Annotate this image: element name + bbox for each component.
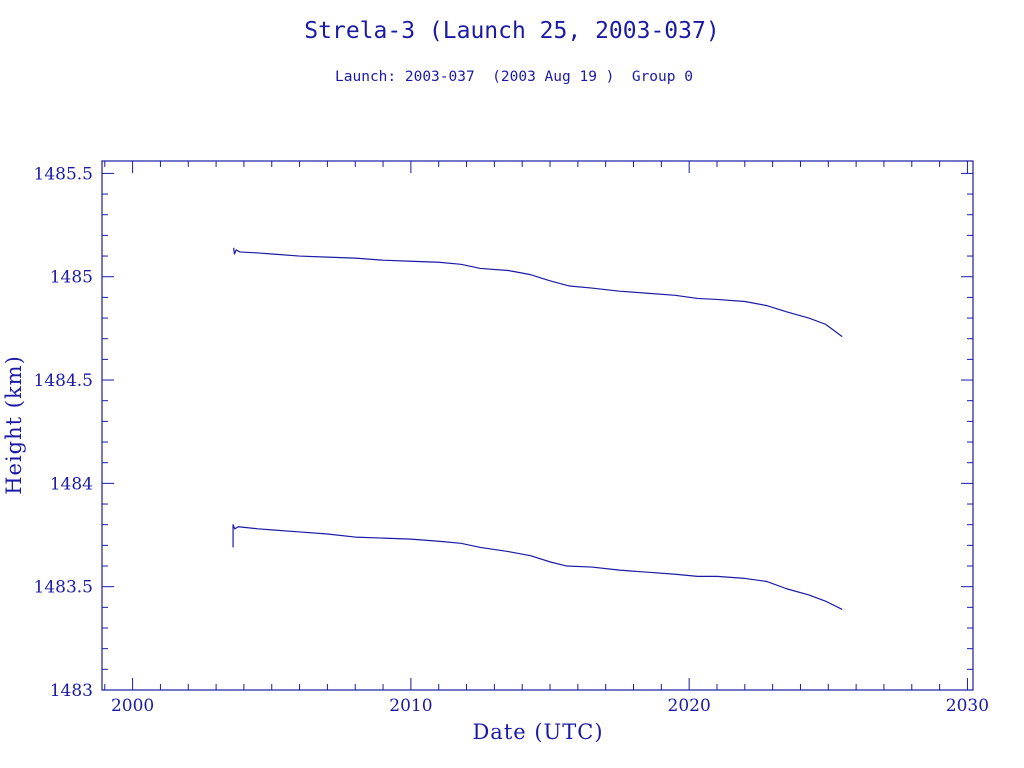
axis-ticks — [102, 161, 973, 691]
series-line-1 — [233, 247, 843, 338]
x-tick-labels: 2000 2010 2020 2030 — [111, 696, 989, 716]
x-tick-label: 2010 — [389, 696, 432, 716]
x-tick-label: 2000 — [111, 696, 154, 716]
chart-subtitle: Launch: 2003-037 (2003 Aug 19 ) Group 0 — [335, 69, 693, 85]
y-tick-label: 1485.5 — [34, 164, 93, 184]
series-lines — [232, 247, 843, 610]
y-tick-label: 1484.5 — [34, 371, 93, 391]
x-tick-label: 2020 — [668, 696, 711, 716]
y-tick-label: 1483.5 — [34, 578, 93, 598]
series-line-2 — [232, 524, 843, 610]
plot-frame — [101, 160, 974, 691]
y-tick-label: 1485 — [50, 268, 93, 288]
x-tick-label: 2030 — [946, 696, 989, 716]
x-axis-label: Date (UTC) — [472, 720, 603, 744]
y-axis-label: Height (km) — [2, 355, 26, 495]
y-tick-labels: 1483 1483.5 1484 1484.5 1485 1485.5 — [34, 164, 93, 701]
y-tick-label: 1484 — [50, 474, 93, 494]
y-tick-label: 1483 — [50, 681, 93, 701]
chart-title: Strela-3 (Launch 25, 2003-037) — [304, 18, 719, 44]
